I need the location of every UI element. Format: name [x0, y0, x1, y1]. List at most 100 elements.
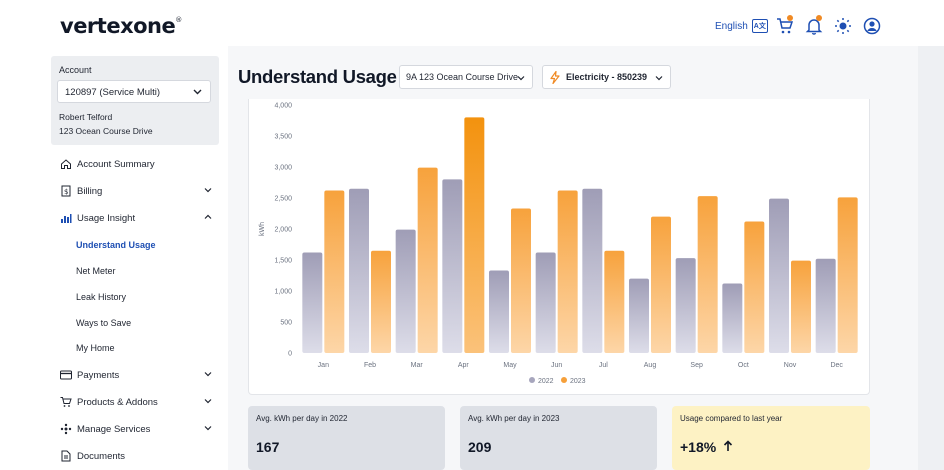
x-tick-label: Oct [738, 362, 749, 369]
bar-2022-oct[interactable] [722, 283, 743, 353]
chevron-down-icon [204, 426, 212, 431]
profile-button[interactable] [863, 17, 881, 35]
sidebar-item-account-summary[interactable]: Account Summary [60, 155, 220, 173]
bell-icon [805, 19, 823, 35]
cart-icon [60, 396, 72, 408]
cart-button[interactable] [776, 15, 794, 35]
y-tick-label: 2,000 [274, 227, 292, 234]
bar-2023-mar[interactable] [417, 167, 438, 353]
cart-icon [777, 18, 794, 34]
bar-2022-jun[interactable] [535, 252, 556, 353]
notification-dot [816, 15, 822, 21]
stat-value: 167 [256, 439, 280, 455]
top-bar: vertexone® English A文 [0, 0, 944, 46]
scroll-gutter [918, 46, 944, 470]
lightning-icon [550, 70, 560, 84]
page-title: Understand Usage [238, 66, 397, 87]
chevron-down-icon [655, 76, 663, 81]
bar-2023-jan[interactable] [324, 190, 345, 353]
bar-2023-aug[interactable] [651, 216, 671, 353]
notifications-button[interactable] [805, 15, 823, 35]
account-select[interactable]: 120897 (Service Multi) [57, 80, 211, 103]
services-icon [60, 423, 72, 435]
x-tick-label: Nov [784, 362, 797, 369]
bar-2022-dec[interactable] [815, 258, 836, 353]
home-icon [60, 158, 72, 170]
bar-2023-feb[interactable] [371, 250, 391, 353]
sun-icon [835, 18, 851, 34]
sidebar-item-billing[interactable]: $ Billing [60, 182, 220, 200]
bar-2023-oct[interactable] [744, 221, 765, 353]
sidebar-subitem-ways-to-save[interactable]: Ways to Save [76, 318, 132, 328]
sidebar-subitem-leak-history[interactable]: Leak History [76, 292, 127, 302]
account-address: 123 Ocean Course Drive [59, 126, 153, 136]
sidebar-subitem-understand-usage[interactable]: Understand Usage [76, 240, 156, 250]
x-tick-label: Sep [690, 362, 703, 369]
sidebar-subitem-net-meter[interactable]: Net Meter [76, 266, 116, 276]
chevron-down-icon [204, 372, 212, 377]
x-tick-label: Aug [644, 362, 657, 369]
chevron-down-icon [204, 188, 212, 193]
stat-avg-2022: Avg. kWh per day in 2022 167 [248, 406, 445, 470]
chevron-down-icon [193, 89, 202, 95]
document-icon: $ [60, 185, 72, 197]
x-tick-label: Feb [364, 362, 376, 369]
bar-2022-feb[interactable] [349, 188, 369, 353]
logo[interactable]: vertexone® [60, 14, 182, 38]
arrow-up-icon [724, 440, 733, 451]
bar-2023-jul[interactable] [604, 250, 625, 353]
bar-2023-may[interactable] [511, 208, 531, 353]
sidebar-item-documents[interactable]: Documents [60, 447, 220, 465]
chevron-down-icon [204, 399, 212, 404]
bar-2022-jul[interactable] [582, 188, 603, 353]
stat-compared-last-year: Usage compared to last year +18% [672, 406, 870, 470]
stat-label: Avg. kWh per day in 2022 [256, 414, 348, 423]
stat-avg-2023: Avg. kWh per day in 2023 209 [460, 406, 657, 470]
x-tick-label: Mar [411, 362, 424, 369]
bar-2022-may[interactable] [489, 270, 509, 353]
bar-2022-jan[interactable] [302, 252, 323, 353]
theme-toggle[interactable] [834, 17, 852, 35]
bar-2023-nov[interactable] [791, 260, 811, 353]
x-tick-label: Jan [318, 362, 329, 369]
account-holder-name: Robert Telford [59, 112, 113, 122]
sidebar-item-products-addons[interactable]: Products & Addons [60, 393, 220, 411]
bar-2023-dec[interactable] [837, 197, 858, 353]
usage-bar-chart: 05001,0001,5002,0002,5003,0003,5004,000 … [259, 103, 858, 385]
stat-label: Usage compared to last year [680, 414, 783, 423]
y-tick-label: 0 [288, 351, 292, 358]
bar-2022-mar[interactable] [395, 229, 416, 353]
x-tick-label: May [503, 362, 517, 369]
legend-label-2023[interactable]: 2023 [570, 378, 586, 385]
bar-2023-sep[interactable] [697, 196, 718, 353]
bar-2023-apr[interactable] [464, 117, 485, 354]
file-icon [60, 450, 72, 462]
address-select[interactable]: 9A 123 Ocean Course Drive [399, 65, 533, 89]
bar-2023-jun[interactable] [557, 190, 578, 353]
notification-dot [787, 15, 793, 21]
x-tick-label: Dec [830, 362, 843, 369]
y-tick-label: 2,500 [274, 196, 292, 203]
sidebar-subitem-my-home[interactable]: My Home [76, 343, 115, 353]
card-icon [60, 369, 72, 381]
legend-swatch-2022 [529, 377, 535, 383]
chevron-up-icon [204, 214, 212, 219]
bar-2022-apr[interactable] [442, 179, 463, 353]
user-icon [863, 17, 881, 35]
y-tick-label: 1,000 [274, 289, 292, 296]
language-selector[interactable]: English A文 [715, 19, 768, 33]
bar-2022-nov[interactable] [769, 198, 789, 353]
service-select[interactable]: Electricity - 850239 [542, 65, 671, 89]
y-axis-label: kWh [259, 222, 266, 236]
sidebar-item-manage-services[interactable]: Manage Services [60, 420, 220, 438]
legend-swatch-2023 [561, 377, 567, 383]
bar-2022-sep[interactable] [675, 258, 696, 353]
sidebar-item-payments[interactable]: Payments [60, 366, 220, 384]
legend-label-2022[interactable]: 2022 [538, 378, 554, 385]
stat-value: 209 [468, 439, 492, 455]
bar-2022-aug[interactable] [629, 278, 649, 353]
y-tick-label: 3,500 [274, 134, 292, 141]
sidebar-item-usage-insight[interactable]: Usage Insight [60, 209, 220, 227]
stat-value: +18% [680, 439, 733, 455]
